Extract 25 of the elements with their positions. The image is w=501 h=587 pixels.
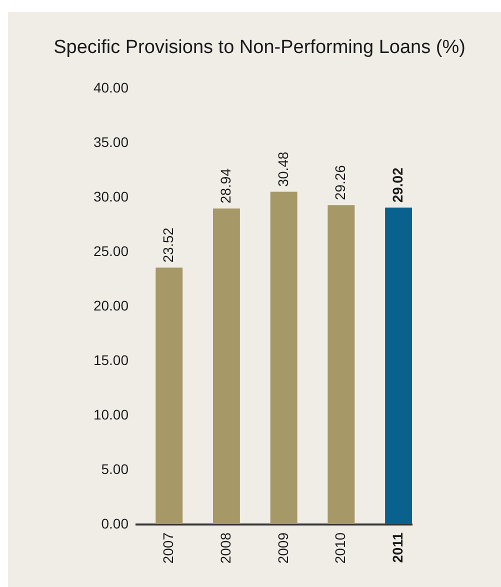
x-tick-label: 2008 — [217, 532, 234, 564]
bar — [156, 268, 183, 524]
bar — [270, 192, 298, 524]
y-tick-label: 15.00 — [93, 352, 129, 368]
data-label: 28.94 — [217, 168, 234, 204]
x-tick-label: 2007 — [160, 532, 176, 564]
x-tick-label: 2011 — [390, 532, 406, 563]
y-tick-label: 25.00 — [93, 243, 129, 259]
bar — [212, 208, 240, 524]
data-label: 30.48 — [274, 152, 291, 187]
bar — [328, 205, 355, 524]
data-label: 23.52 — [160, 227, 176, 263]
x-tick-label: 2010 — [332, 532, 348, 564]
data-label: 29.26 — [332, 164, 348, 200]
x-tick-label: 2009 — [274, 532, 291, 564]
bar — [385, 208, 412, 524]
y-tick-label: 40.00 — [93, 80, 129, 96]
data-label: 29.02 — [390, 167, 406, 203]
y-tick-label: 0.00 — [101, 516, 129, 532]
y-tick-label: 35.00 — [93, 134, 129, 150]
y-tick-label: 10.00 — [93, 406, 129, 422]
y-tick-label: 20.00 — [93, 298, 129, 314]
y-tick-label: 5.00 — [101, 461, 129, 477]
y-tick-label: 30.00 — [93, 188, 129, 204]
chart-title: Specific Provisions to Non-Performing Loans (%) — [54, 37, 466, 58]
